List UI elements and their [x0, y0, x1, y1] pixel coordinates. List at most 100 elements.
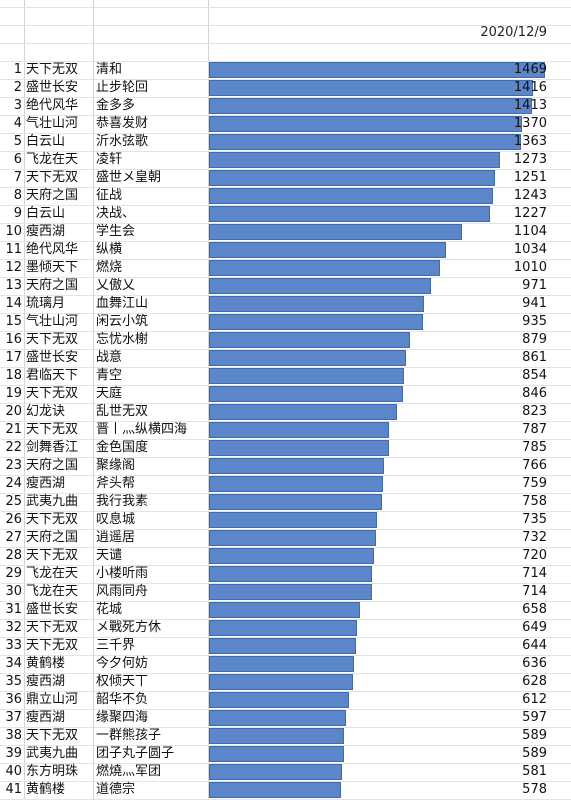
guild-label: 沂水弦歌 — [96, 134, 149, 149]
bar-mark — [209, 602, 360, 618]
bar-mark — [209, 242, 446, 258]
bar-mark — [209, 512, 377, 528]
grid-row-line — [0, 565, 571, 566]
grid-row-line — [0, 205, 571, 206]
table-row: 7 天下无双 盛世メ皇朝 1251 — [0, 169, 571, 187]
table-row: 10 瘦西湖 学生会 1104 — [0, 223, 571, 241]
server-label: 鼎立山河 — [26, 692, 79, 707]
grid-row-line — [0, 241, 571, 242]
guild-label: 凌轩 — [96, 152, 123, 167]
rank-label: 14 — [5, 296, 22, 311]
bar-mark — [209, 350, 406, 366]
guild-label: メ戰死方休 — [96, 620, 162, 635]
server-label: 白云山 — [26, 134, 66, 149]
server-label: 飞龙在天 — [26, 584, 79, 599]
guild-label: 逍遥居 — [96, 530, 136, 545]
guild-label: 小楼听雨 — [96, 566, 149, 581]
server-label: 天下无双 — [26, 638, 79, 653]
table-row: 3 绝代风华 金多多 1413 — [0, 97, 571, 115]
value-label: 1273 — [513, 152, 547, 167]
grid-row-line — [0, 763, 571, 764]
bar-mark — [209, 404, 397, 420]
table-row: 21 天下无双 晋丨灬纵横四海 787 — [0, 421, 571, 439]
rank-label: 39 — [5, 746, 22, 761]
bar-mark — [209, 476, 383, 492]
guild-label: 道德宗 — [96, 782, 136, 797]
guild-label: 乱世无双 — [96, 404, 149, 419]
rank-label: 34 — [5, 656, 22, 671]
value-label: 589 — [522, 746, 547, 761]
grid-row-line — [0, 151, 571, 152]
bar-mark — [209, 134, 521, 150]
rank-label: 41 — [5, 782, 22, 797]
grid-row-line — [0, 673, 571, 674]
rank-label: 17 — [5, 350, 22, 365]
bar-mark — [209, 638, 356, 654]
table-row: 5 白云山 沂水弦歌 1363 — [0, 133, 571, 151]
guild-label: 血舞江山 — [96, 296, 149, 311]
grid-row-line — [0, 601, 571, 602]
value-label: 1469 — [513, 62, 547, 77]
grid-row-line — [0, 691, 571, 692]
rank-label: 18 — [5, 368, 22, 383]
table-row: 2 盛世长安 止步轮回 1416 — [0, 79, 571, 97]
table-row: 19 天下无双 天庭 846 — [0, 385, 571, 403]
table-row: 6 飞龙在天 凌轩 1273 — [0, 151, 571, 169]
server-label: 飞龙在天 — [26, 566, 79, 581]
rank-label: 25 — [5, 494, 22, 509]
guild-label: 战意 — [96, 350, 123, 365]
table-row: 4 气壮山河 恭喜发财 1370 — [0, 115, 571, 133]
table-row: 38 天下无双 一群熊孩子 589 — [0, 727, 571, 745]
grid-row-line — [0, 421, 571, 422]
grid-column-line — [208, 0, 209, 800]
bar-mark — [209, 674, 353, 690]
server-label: 天下无双 — [26, 422, 79, 437]
table-row: 23 天府之国 聚缘阁 766 — [0, 457, 571, 475]
table-row: 27 天府之国 逍遥居 732 — [0, 529, 571, 547]
value-label: 1413 — [513, 98, 547, 113]
bar-mark — [209, 548, 374, 564]
rank-label: 29 — [5, 566, 22, 581]
table-row: 28 天下无双 天谴 720 — [0, 547, 571, 565]
rank-label: 27 — [5, 530, 22, 545]
rank-label: 3 — [13, 98, 22, 113]
rank-label: 23 — [5, 458, 22, 473]
guild-label: 斧头帮 — [96, 476, 136, 491]
guild-label: 决战、 — [96, 206, 136, 221]
guild-label: 盛世メ皇朝 — [96, 170, 162, 185]
rank-label: 5 — [13, 134, 22, 149]
server-label: 瘦西湖 — [26, 674, 66, 689]
grid-row-line — [0, 439, 571, 440]
table-row: 12 墨倾天下 燃烧 1010 — [0, 259, 571, 277]
server-label: 黄鹤楼 — [26, 782, 66, 797]
bar-mark — [209, 332, 410, 348]
grid-row-line — [0, 403, 571, 404]
rank-label: 6 — [13, 152, 22, 167]
server-label: 黄鹤楼 — [26, 656, 66, 671]
table-row: 30 飞龙在天 风雨同舟 714 — [0, 583, 571, 601]
server-label: 盛世长安 — [26, 602, 79, 617]
guild-label: 晋丨灬纵横四海 — [96, 422, 188, 437]
value-label: 636 — [522, 656, 547, 671]
grid-column-line — [24, 0, 25, 800]
bar-mark — [209, 62, 545, 78]
guild-label: 燃烧 — [96, 260, 123, 275]
table-row: 41 黄鹤楼 道德宗 578 — [0, 781, 571, 799]
value-label: 735 — [522, 512, 547, 527]
server-label: 武夷九曲 — [26, 494, 79, 509]
bar-mark — [209, 440, 389, 456]
server-label: 天下无双 — [26, 728, 79, 743]
grid-row-line — [0, 331, 571, 332]
value-label: 785 — [522, 440, 547, 455]
bar-mark — [209, 206, 490, 222]
rank-label: 24 — [5, 476, 22, 491]
table-row: 9 白云山 决战、 1227 — [0, 205, 571, 223]
server-label: 东方明珠 — [26, 764, 79, 779]
rank-label: 19 — [5, 386, 22, 401]
grid-row-line — [0, 169, 571, 170]
rank-label: 4 — [13, 116, 22, 131]
grid-row-line — [0, 313, 571, 314]
bar-mark — [209, 260, 440, 276]
bar-mark — [209, 386, 403, 402]
